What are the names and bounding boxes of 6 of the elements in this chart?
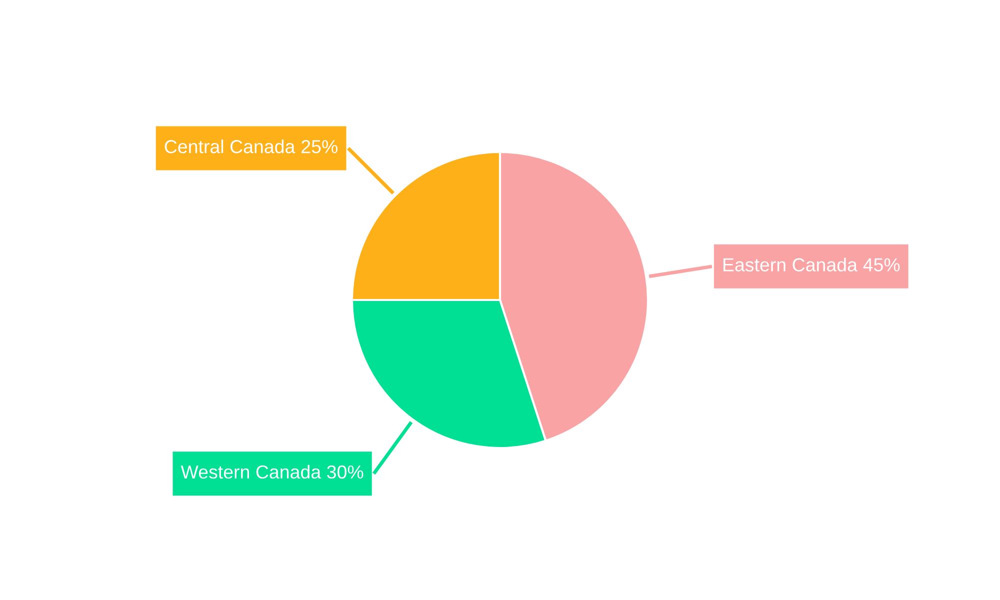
slice-label: Central Canada [164, 140, 296, 154]
data-label: 45% [863, 258, 900, 272]
data-label: 30% [327, 465, 364, 479]
data-label: 25% [302, 140, 338, 154]
slice-label: Eastern Canada [723, 258, 858, 272]
slice-label: Western Canada [180, 464, 322, 479]
